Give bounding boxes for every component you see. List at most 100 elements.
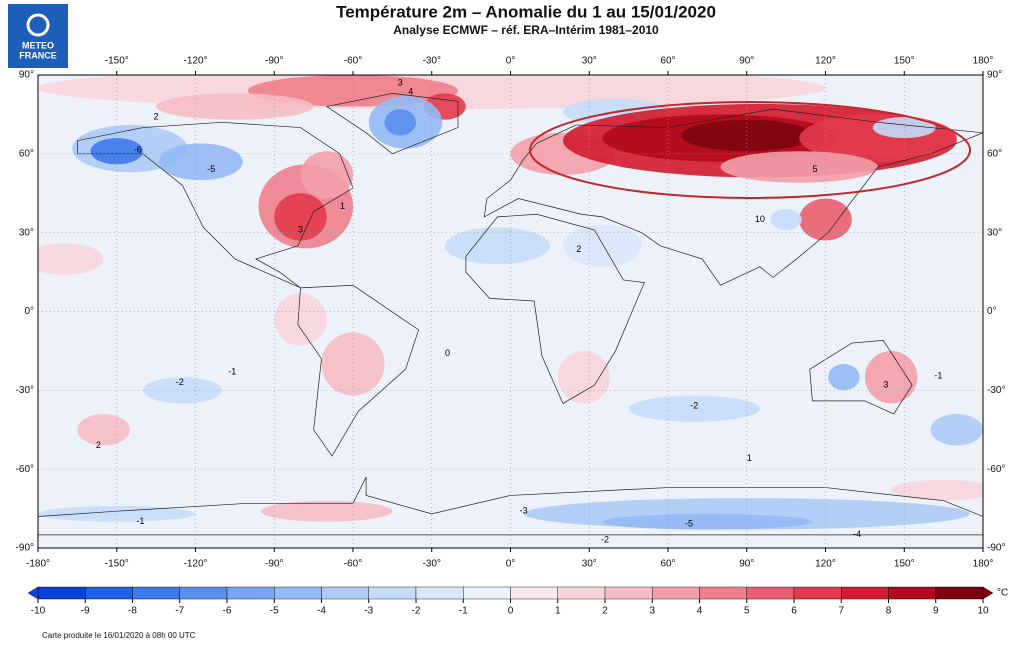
coastline xyxy=(297,284,420,457)
colorbar-tick-label: -6 xyxy=(223,606,232,617)
anomaly-area xyxy=(261,500,393,522)
contour-label: 5 xyxy=(812,164,817,174)
anomaly-area xyxy=(38,505,196,522)
anomaly-area xyxy=(384,109,416,136)
colorbar-segment xyxy=(85,586,133,600)
anomaly-area xyxy=(274,193,327,241)
lon-tick-label: 150° xyxy=(894,56,915,67)
lon-tick-label: -90° xyxy=(265,559,283,570)
colorbar-segment xyxy=(746,586,795,600)
contour-label: 3 xyxy=(398,77,403,87)
contour-label: 3 xyxy=(298,224,303,234)
colorbar-tick-label: 0 xyxy=(508,606,514,617)
contour-label: 2 xyxy=(96,440,101,450)
lon-tick-label: -30° xyxy=(423,56,441,67)
colorbar-segment xyxy=(888,586,936,600)
colorbar-segment xyxy=(179,586,228,600)
anomaly-area xyxy=(300,151,353,199)
lon-tick-label: -180° xyxy=(26,559,50,570)
contour-label: -4 xyxy=(853,529,861,539)
contour-label: -2 xyxy=(690,400,698,410)
colorbar-tick-label: 1 xyxy=(555,606,561,617)
anomaly-area xyxy=(321,332,385,396)
colorbar-unit: °C xyxy=(997,588,1008,599)
contour-label: 3 xyxy=(883,379,888,389)
anomaly-area xyxy=(444,227,550,265)
lat-tick-label: 0° xyxy=(987,306,997,317)
lon-tick-label: 120° xyxy=(815,559,836,570)
contour-label: 10 xyxy=(755,214,765,224)
coastline xyxy=(38,476,983,536)
colorbar-tick-label: 7 xyxy=(838,606,844,617)
lon-tick-label: -120° xyxy=(183,56,207,67)
anomaly-area xyxy=(156,93,314,120)
colorbar-tick-label: 6 xyxy=(791,606,797,617)
colorbar-segment xyxy=(557,586,606,600)
lon-tick-label: -90° xyxy=(265,56,283,67)
anomaly-area xyxy=(770,209,802,231)
coastline xyxy=(77,121,354,289)
colorbar-tick-label: 9 xyxy=(933,606,939,617)
colorbar-tick-label: 10 xyxy=(977,606,989,617)
logo-text: FRANCE xyxy=(19,50,57,60)
lon-tick-label: -60° xyxy=(344,559,362,570)
lon-tick-label: -150° xyxy=(105,559,129,570)
lat-tick-label: -90° xyxy=(987,543,1005,554)
lon-tick-label: 0° xyxy=(506,56,516,67)
colorbar-segment xyxy=(463,586,511,600)
anomaly-area xyxy=(602,513,813,530)
anomaly-area xyxy=(158,143,243,181)
colorbar-segment xyxy=(415,586,464,600)
lat-tick-label: 0° xyxy=(24,306,34,317)
anomaly-area xyxy=(930,413,983,446)
colorbar-tick-label: -9 xyxy=(81,606,90,617)
lat-tick-label: 30° xyxy=(19,227,34,238)
lon-tick-label: 60° xyxy=(660,559,675,570)
contour-label: -6 xyxy=(134,144,142,154)
colorbar-end xyxy=(982,586,994,600)
colorbar-tick-label: -8 xyxy=(128,606,137,617)
contour-label: -3 xyxy=(520,506,528,516)
contour-label: -2 xyxy=(601,534,609,544)
colorbar-tick-label: 5 xyxy=(744,606,750,617)
colorbar-segment xyxy=(37,586,86,600)
lon-tick-label: 30° xyxy=(582,559,597,570)
contour-label: -2 xyxy=(176,377,184,387)
contour-label: 2 xyxy=(154,111,159,121)
contour-label: 2 xyxy=(576,244,581,254)
contour-label: -5 xyxy=(685,519,693,529)
colorbar-segment xyxy=(793,586,842,600)
contour-label: -1 xyxy=(228,366,236,376)
colorbar-tick-label: -3 xyxy=(364,606,373,617)
anomaly-area xyxy=(557,350,611,404)
lat-tick-label: -30° xyxy=(16,385,34,396)
colorbar-tick-label: -5 xyxy=(270,606,279,617)
colorbar-segment xyxy=(132,586,180,600)
coastline xyxy=(483,108,983,286)
logo-icon xyxy=(26,13,50,37)
coastline xyxy=(809,340,913,415)
colorbar-segment xyxy=(321,586,369,600)
contour-label: 1 xyxy=(747,453,752,463)
lon-tick-label: 150° xyxy=(894,559,915,570)
colorbar-segment xyxy=(510,586,558,600)
lon-tick-label: 60° xyxy=(660,56,675,67)
anomaly-area xyxy=(77,413,130,446)
colorbar-segment xyxy=(699,586,747,600)
lat-tick-label: 90° xyxy=(987,70,1002,81)
contour-label: -1 xyxy=(934,370,942,380)
colorbar-segment xyxy=(652,586,700,600)
lat-tick-label: -90° xyxy=(16,543,34,554)
colorbar-tick-label: -7 xyxy=(175,606,184,617)
title: Température 2m – Anomalie du 1 au 15/01/… xyxy=(336,2,716,21)
coastline xyxy=(325,93,459,155)
anomaly-area xyxy=(864,350,918,404)
colorbar-tick-label: 4 xyxy=(697,606,703,617)
lat-tick-label: 60° xyxy=(987,148,1002,159)
anomaly-area xyxy=(38,243,104,275)
lat-tick-label: -30° xyxy=(987,385,1005,396)
colorbar-tick-label: -2 xyxy=(412,606,421,617)
lat-tick-label: 90° xyxy=(19,70,34,81)
